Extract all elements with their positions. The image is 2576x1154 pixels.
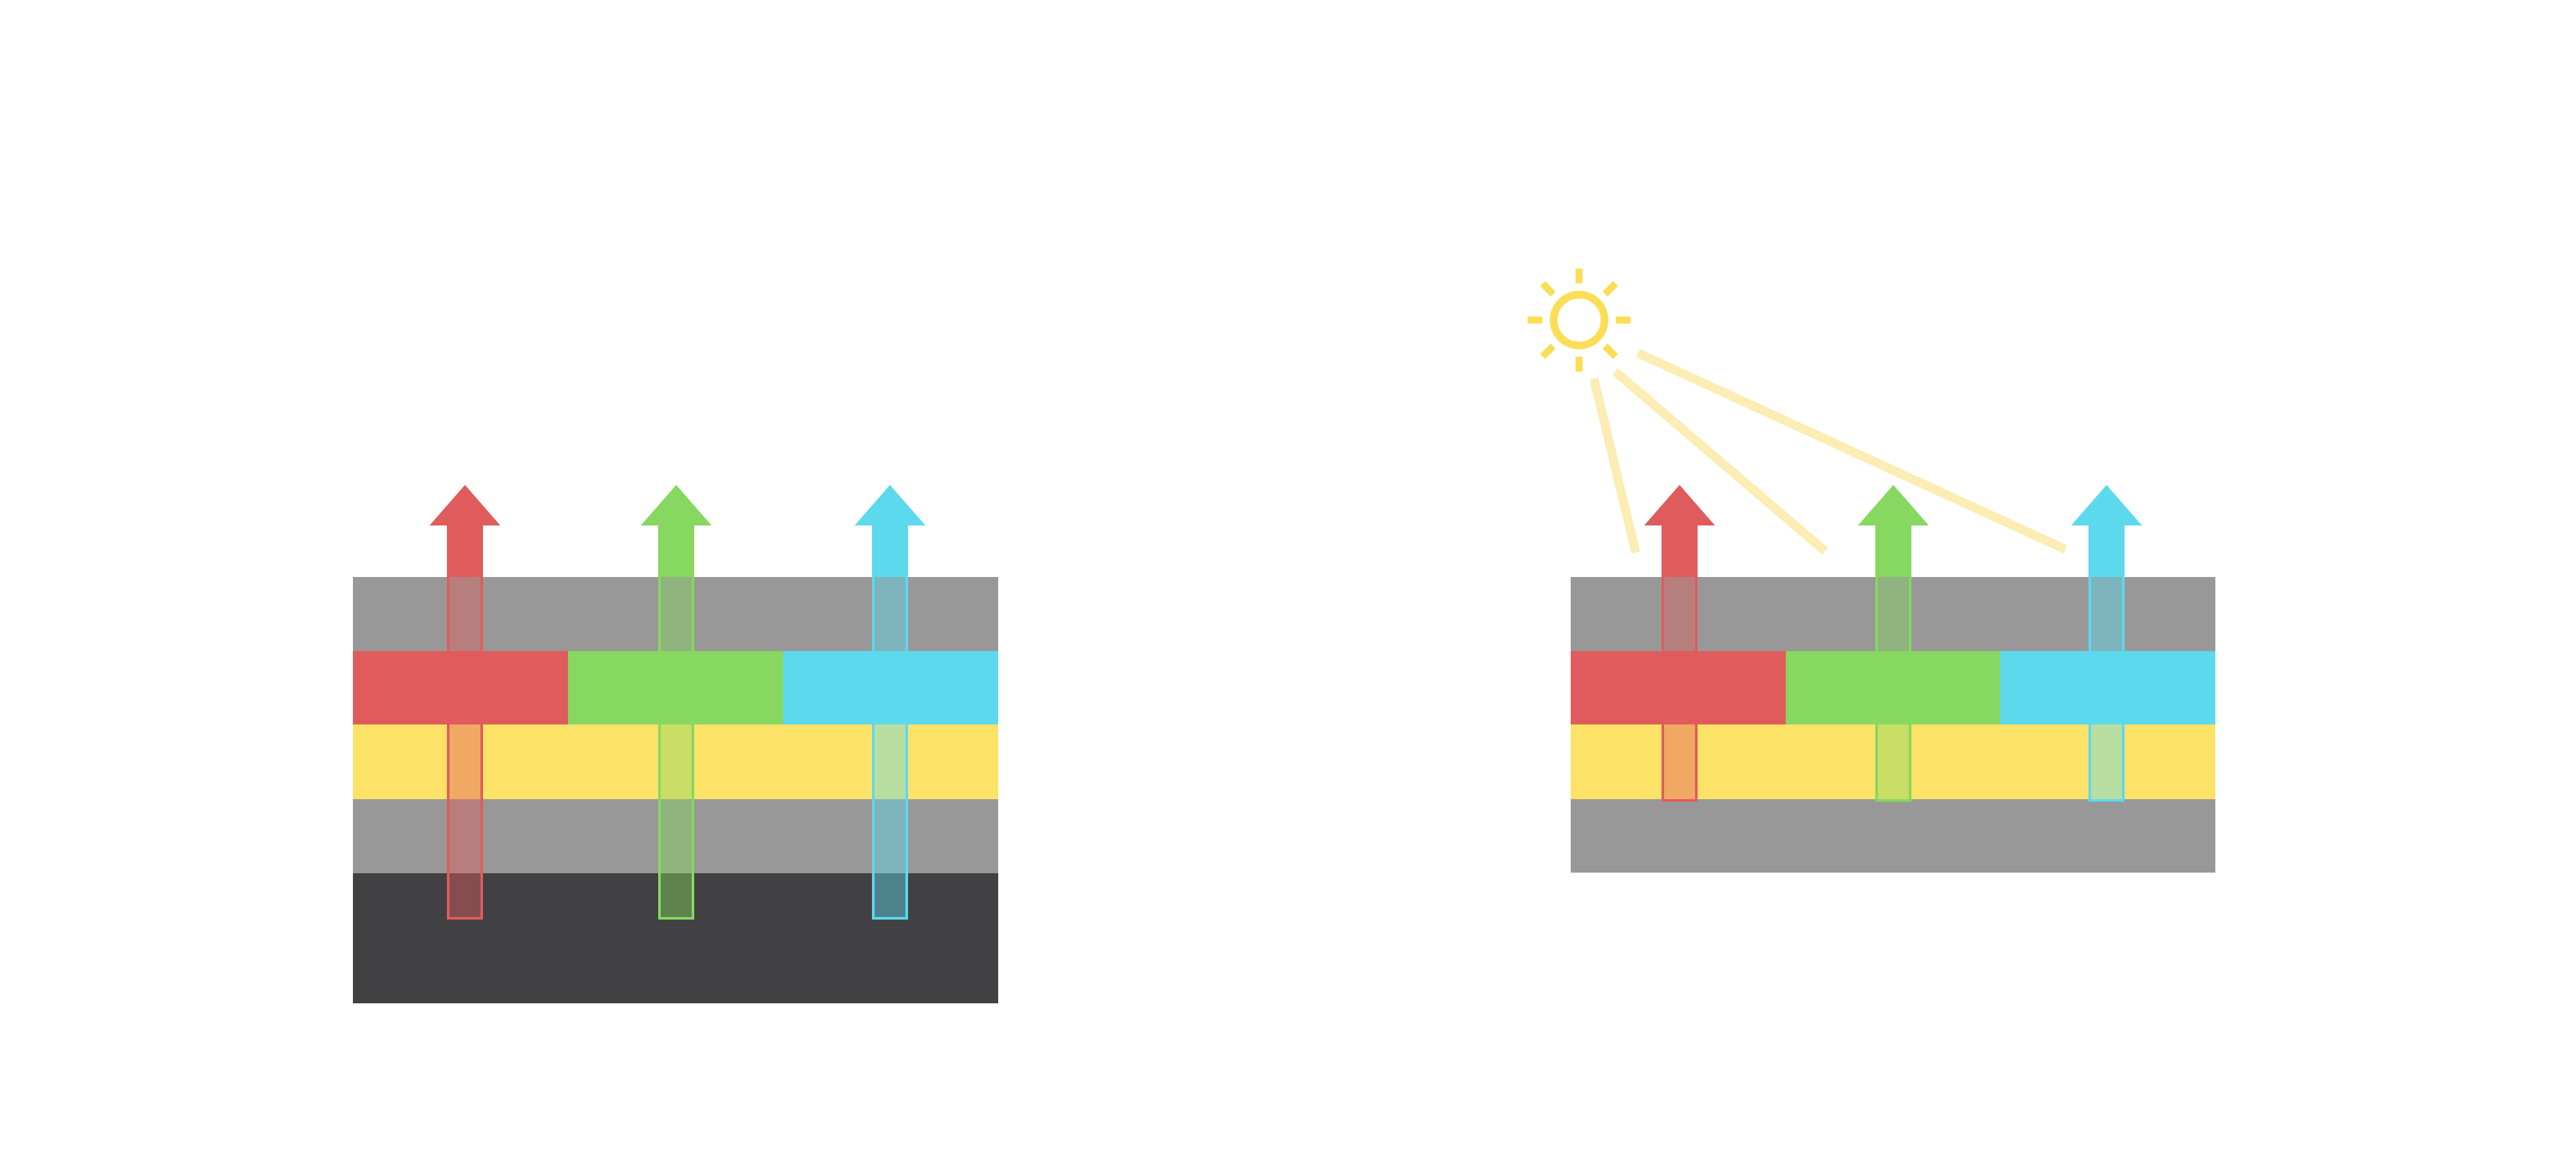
gray-layer-middle [353, 799, 998, 873]
green-light-arrow-head [1858, 485, 1929, 525]
green-light-arrow-shaft [1875, 525, 1911, 577]
cyan-light-arrow-shaft [872, 525, 908, 577]
red-subpixel-segment [353, 651, 568, 724]
cyan-subpixel-segment [783, 651, 998, 724]
red-light-arrow-shaft [447, 525, 483, 577]
red-light-arrow-tail [447, 577, 483, 920]
rgb-color-segment-layer [353, 651, 998, 724]
green-subpixel-segment [568, 651, 783, 724]
yellow-layer [353, 724, 998, 799]
dark-layer-bottom [353, 873, 998, 1003]
red-light-arrow-shaft [1662, 525, 1698, 577]
green-light-arrow-tail [658, 577, 694, 920]
red-subpixel-segment [1571, 651, 1786, 724]
rgb-color-segment-layer [1571, 651, 2215, 724]
red-light-arrow-tail [1662, 577, 1698, 802]
cyan-light-arrow-shaft [2088, 525, 2125, 577]
green-light-arrow-head [641, 485, 712, 525]
cyan-light-arrow-head [855, 485, 925, 525]
cyan-subpixel-segment [2000, 651, 2215, 724]
red-light-arrow-head [1644, 485, 1715, 525]
gray-layer-bottom [1571, 799, 2215, 873]
cyan-light-arrow-tail [2088, 577, 2125, 802]
gray-layer-top [353, 577, 998, 651]
gray-layer-top [1571, 577, 2215, 651]
cyan-light-arrow-head [2071, 485, 2142, 525]
green-subpixel-segment [1785, 651, 2001, 724]
green-light-arrow-shaft [658, 525, 694, 577]
yellow-layer [1571, 724, 2215, 799]
cyan-light-arrow-tail [872, 577, 908, 920]
green-light-arrow-tail [1875, 577, 1911, 802]
red-light-arrow-head [430, 485, 500, 525]
